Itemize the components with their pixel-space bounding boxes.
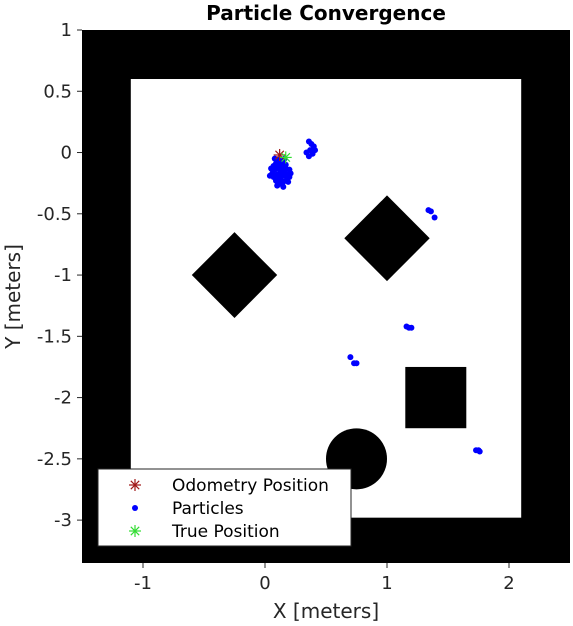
particle-point	[279, 181, 286, 188]
y-axis-ticks: 1 0.5 0 -0.5 -1 -1.5 -2 -2.5 -3	[37, 20, 82, 531]
chart-title: Particle Convergence	[206, 1, 446, 25]
y-tick-label: -2	[54, 388, 72, 409]
particle-point	[476, 448, 483, 455]
y-tick-label: -3	[54, 510, 72, 531]
x-tick-label: 0	[259, 573, 270, 594]
particle-point	[353, 360, 360, 367]
legend: Odometry Position Particles True Position	[97, 468, 352, 547]
obstacle-diamond	[191, 232, 278, 318]
map-free-space	[130, 79, 522, 518]
particle-point	[285, 178, 292, 185]
legend-particles-marker	[132, 505, 138, 511]
x-tick-label: -1	[134, 573, 152, 594]
particle-point	[280, 160, 287, 167]
legend-label: Odometry Position	[172, 476, 329, 496]
particle-point	[305, 153, 312, 160]
particle-point	[408, 324, 415, 331]
legend-odometry-marker	[129, 479, 141, 491]
legend-true-position-marker	[129, 525, 141, 537]
y-tick-label: 1	[61, 20, 72, 41]
particle-point	[431, 214, 438, 221]
particle-point	[266, 172, 273, 179]
particle-point	[275, 176, 282, 183]
particle-point	[271, 155, 278, 162]
y-tick-label: -1.5	[37, 326, 72, 347]
y-axis-label: Y [meters]	[1, 244, 25, 350]
particle-point	[312, 147, 319, 154]
x-tick-label: 1	[381, 573, 392, 594]
particle-point	[347, 354, 354, 361]
obstacle-diamond	[344, 195, 430, 282]
legend-label: True Position	[171, 522, 280, 542]
particle-point	[274, 182, 281, 189]
particle-point	[427, 208, 434, 215]
y-tick-label: 0.5	[43, 81, 72, 102]
true-position-marker	[279, 151, 292, 164]
y-tick-label: -0.5	[37, 204, 72, 225]
legend-box	[97, 468, 352, 547]
y-tick-label: -2.5	[37, 449, 72, 470]
y-tick-label: 0	[61, 143, 72, 164]
x-axis-ticks: -1 0 1 2	[134, 563, 515, 594]
x-axis-label: X [meters]	[273, 599, 379, 623]
legend-label: Particles	[172, 499, 244, 519]
particle-point	[270, 163, 277, 170]
y-tick-label: -1	[54, 265, 72, 286]
obstacle-square	[405, 366, 467, 429]
particle-point	[287, 170, 294, 177]
particle-point	[276, 166, 283, 173]
particle-point	[282, 165, 289, 172]
x-tick-label: 2	[503, 573, 514, 594]
